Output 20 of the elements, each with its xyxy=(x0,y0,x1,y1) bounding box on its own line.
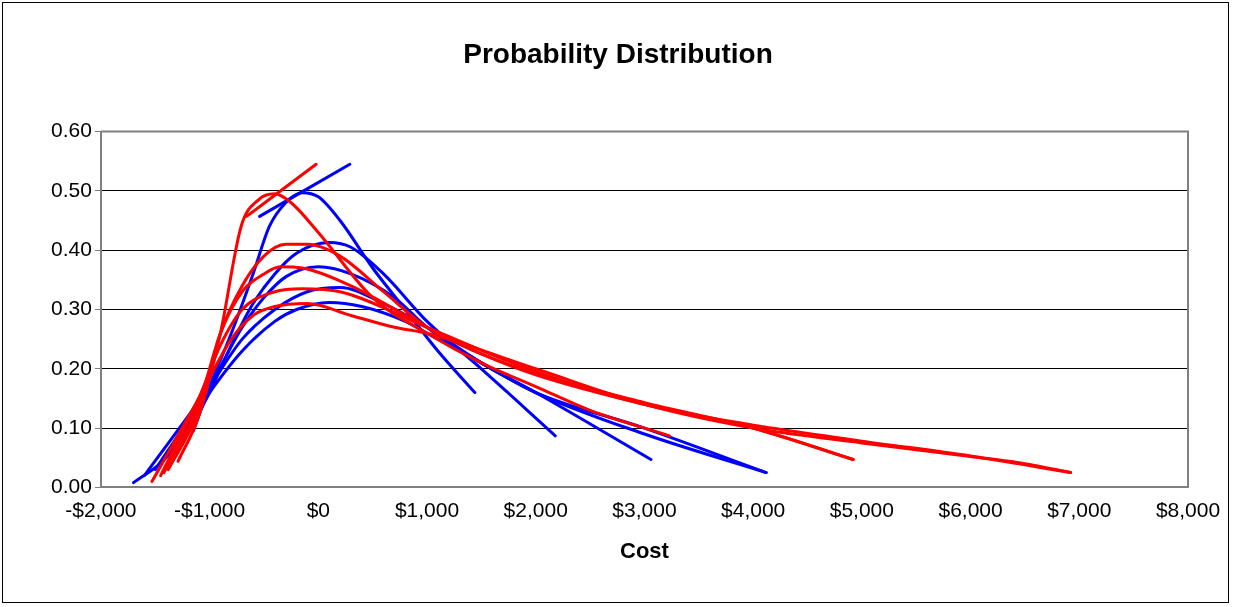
x-tick-label: $7,000 xyxy=(1047,497,1112,521)
x-tick-label: $6,000 xyxy=(938,497,1003,521)
x-tick-label: $2,000 xyxy=(503,497,568,521)
chart-title: Probability Distribution xyxy=(463,37,773,69)
x-tick-label: $0 xyxy=(306,497,330,521)
y-tick-label: 0.20 xyxy=(51,355,92,379)
x-tick-label: $4,000 xyxy=(721,497,786,521)
x-tick-label: $5,000 xyxy=(829,497,894,521)
y-tick-label: 0.60 xyxy=(51,118,92,142)
x-tick-label: $3,000 xyxy=(612,497,677,521)
y-tick-label: 0.00 xyxy=(51,474,92,498)
x-tick-label: -$2,000 xyxy=(65,497,137,521)
x-tick-label: $8,000 xyxy=(1155,497,1221,521)
y-tick-label: 0.40 xyxy=(51,237,92,260)
y-tick-label: 0.30 xyxy=(51,296,92,320)
x-tick-label: $1,000 xyxy=(394,497,460,521)
y-tick-label: 0.10 xyxy=(51,414,92,438)
y-tick-label: 0.50 xyxy=(51,177,92,201)
x-tick-label: -$1,000 xyxy=(173,497,246,521)
x-axis-title: Cost xyxy=(619,537,670,563)
